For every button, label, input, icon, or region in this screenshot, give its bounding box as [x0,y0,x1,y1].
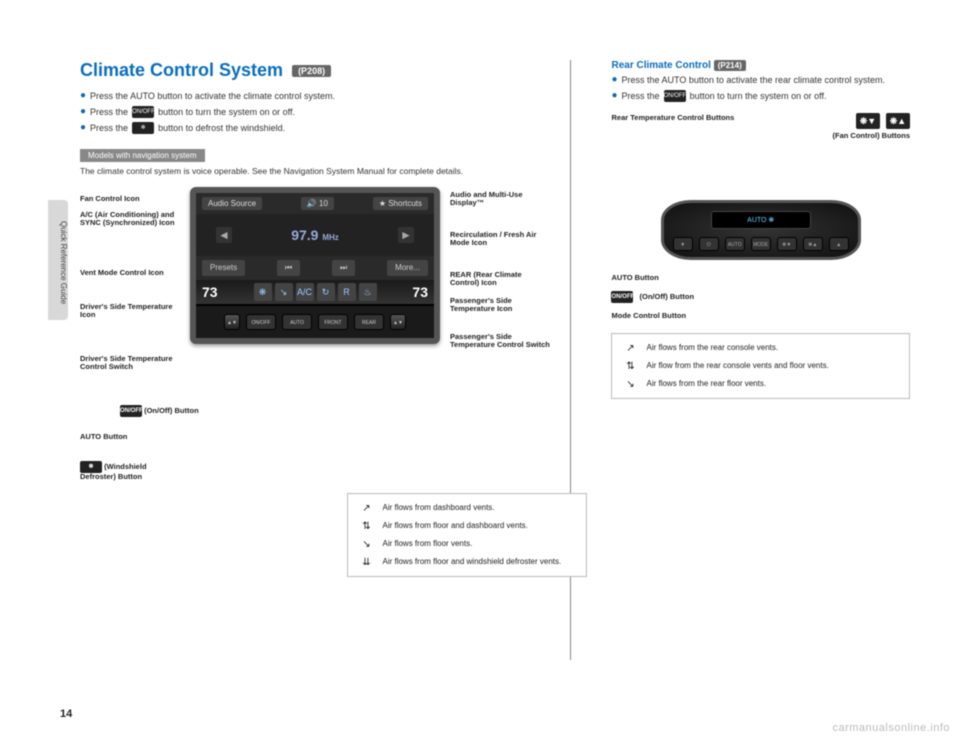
recirc-icon[interactable]: ↻ [317,283,335,301]
driver-temp[interactable]: 73 [200,284,220,300]
rear-vent-3: Air flows from the rear floor vents. [646,378,766,389]
bullet-1: Press the AUTO button to activate the cl… [90,90,335,103]
device-climate-bar: 73 ❋ ↘ A/C ↻ R ♨ 73 [196,280,434,304]
rear-screen: AUTO ❋ [711,211,811,229]
head-unit: Audio Source 🔊 10 ★ Shortcuts ◄ 97.9 MHz… [190,187,440,344]
rear-callouts: AUTO Button ON/OFF (On/Off) Button Mode C… [611,270,910,323]
left-column: Climate Control System (P208) ●Press the… [80,60,587,577]
vent-dash-icon: ↗ [358,502,374,514]
main-title: Climate Control System (P208) [80,60,587,81]
passenger-temp-switch[interactable]: ▲▼ [390,314,406,330]
driver-temp-switch[interactable]: ▲▼ [224,314,240,330]
tune-right-icon[interactable]: ► [398,227,414,243]
rear-onoff-button[interactable]: ⏻ [699,237,719,251]
seat-heat-icon[interactable]: ♨ [359,283,377,301]
rear-vent-1: Air flows from the rear console vents. [646,342,778,353]
rear-bullets: ●Press the AUTO button to activate the r… [611,73,910,103]
label-drv-switch: Driver's Side Temperature Control Switch [80,355,180,372]
watermark: carmanualsonline.info [832,722,950,734]
rear-diagram: Rear Temperature Control Buttons ❋▼ ❋▲ (… [611,113,910,399]
rear-temp-down[interactable]: ▼ [673,237,693,251]
rear-auto-label: AUTO Button [611,270,658,285]
page-number: 14 [60,708,72,720]
rear-fan-up[interactable]: ❋▲ [803,237,823,251]
rear-vent-console-icon: ↗ [622,342,638,354]
label-vent: Vent Mode Control Icon [80,269,164,277]
shortcuts-btn[interactable]: ★ Shortcuts [373,197,428,210]
presets-btn[interactable]: Presets [202,260,245,276]
rear-mode-button[interactable]: MODE [751,237,771,251]
label-auto: AUTO Button [80,433,127,441]
nav-note: The climate control system is voice oper… [80,166,587,177]
device-freq-row: ◄ 97.9 MHz ► [196,214,434,256]
rear-title: Rear Climate Control (P214) [611,60,910,71]
fan-down-icon: ❋▼ [856,113,880,129]
label-onoff: ON/OFF (On/Off) Button [120,405,199,417]
rear-fan-down[interactable]: ❋▼ [777,237,797,251]
skip-back-icon[interactable]: ⏮ [277,260,300,276]
vent-desc-1: Air flows from dashboard vents. [382,502,494,513]
rear-pageref: (P214) [714,60,746,71]
rear-vent-floor-icon: ↘ [622,378,638,390]
fan-up-icon: ❋▲ [886,113,910,129]
title-text: Climate Control System [80,60,283,80]
vent-desc-2: Air flows from floor and dashboard vents… [382,520,527,531]
rear-vent-both-icon: ⇅ [622,360,638,372]
rear-vent-legend: ↗Air flows from the rear console vents. … [611,333,910,399]
side-tab: Quick Reference Guide [48,200,68,320]
vent-desc-4: Air flows from floor and windshield defr… [382,556,561,567]
frequency: 97.9 MHz [291,227,339,243]
label-pass-temp-icon: Passenger's Side Temperature Icon [450,297,550,314]
rear-onoff-label: (On/Off) Button [639,289,694,304]
more-btn[interactable]: More... [387,260,428,276]
label-drv-temp-icon: Driver's Side Temperature Icon [80,303,180,320]
label-recirc: Recirculation / Fresh Air Mode Icon [450,231,550,248]
ac-sync-icon[interactable]: A/C [296,283,314,301]
main-bullets: ●Press the AUTO button to activate the c… [80,89,587,135]
volume-indicator: 🔊 10 [301,197,334,210]
rear-mode-label: Mode Control Button [611,308,686,323]
vent-mode-legend: ↗ Air flows from dashboard vents. ⇅ Air fl… [347,493,587,577]
physical-button-row: ▲▼ ON/OFF AUTO FRONT REAR ▲▼ [196,304,434,338]
passenger-temp[interactable]: 73 [410,284,430,300]
label-ac: A/C (Air Conditioning) and SYNC (Synchro… [80,211,180,228]
rear-temp-up[interactable]: ▲ [829,237,849,251]
rear-auto-button[interactable]: AUTO [725,237,745,251]
page: Quick Reference Guide Climate Control Sy… [0,0,960,742]
device-presets-row: Presets ⏮ ⏭ More... [196,256,434,280]
rear-control-panel: AUTO ❋ ▼ ⏻ AUTO MODE ❋▼ ❋▲ ▲ [661,200,861,260]
rear-fan-label: (Fan Control) Buttons [767,131,910,140]
device-diagram: Fan Control Icon A/C (Air Conditioning) … [80,187,587,487]
audio-source-btn[interactable]: Audio Source [202,197,262,210]
vent-floor-icon: ↘ [358,538,374,550]
label-audio-mid: Audio and Multi-Use Display™ [450,191,550,208]
device-top-row: Audio Source 🔊 10 ★ Shortcuts [196,193,434,214]
vent-dash-floor-icon: ⇅ [358,520,374,532]
defrost-icon: ❄ [132,122,154,134]
rear-onoff-icon: ON/OFF [664,90,686,102]
rear-climate-icon[interactable]: R [338,283,356,301]
front-defrost-button[interactable]: FRONT [318,314,348,330]
vent-desc-3: Air flows from floor vents. [382,538,472,549]
onoff-button[interactable]: ON/OFF [246,314,276,330]
vent-defrost-floor-icon: ⇊ [358,556,374,568]
rear-vent-2: Air flow from the rear console vents and… [646,360,828,371]
tune-left-icon[interactable]: ◄ [216,227,232,243]
title-pageref: (P208) [292,65,331,77]
label-fan: Fan Control Icon [80,195,140,203]
vent-mode-icon[interactable]: ↘ [275,283,293,301]
rear-onoff-icon2: ON/OFF [611,291,633,303]
rear-temp-ctrl-label: Rear Temperature Control Buttons [611,113,754,140]
auto-button[interactable]: AUTO [282,314,312,330]
skip-fwd-icon[interactable]: ⏭ [332,260,355,276]
rear-defrost-button[interactable]: REAR [354,314,384,330]
model-tag: Models with navigation system [80,149,205,162]
label-rear: REAR (Rear Climate Control) Icon [450,271,550,288]
label-pass-switch: Passenger's Side Temperature Control Swi… [450,333,550,350]
fan-icon[interactable]: ❋ [254,283,272,301]
right-column: Rear Climate Control (P214) ●Press the A… [611,60,910,577]
label-defrost: ❄ (Windshield Defroster) Button [80,461,180,481]
rear-bullet-1: Press the AUTO button to activate the re… [622,74,885,87]
onoff-icon: ON/OFF [132,106,154,118]
